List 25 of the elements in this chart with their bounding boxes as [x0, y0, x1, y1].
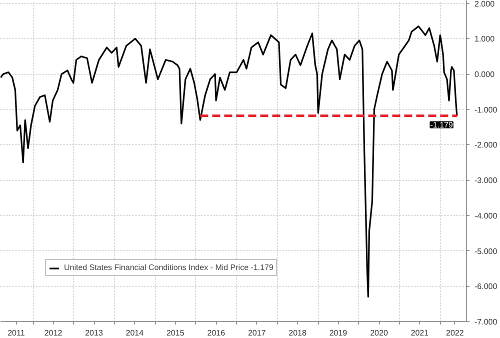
y-tick-label: -3.000 — [474, 176, 498, 186]
x-tick-label: 2013 — [85, 328, 104, 338]
x-tick-label: 2018 — [288, 328, 307, 338]
y-tick-label: -7.000 — [474, 318, 498, 326]
x-tick-label: 2016 — [207, 328, 226, 338]
x-tick-label: 2019 — [329, 328, 348, 338]
x-tick-label: 2011 — [8, 328, 26, 338]
x-tick-label: 2017 — [248, 328, 266, 338]
y-tick-label: 2.000 — [474, 0, 496, 8]
x-tick-label: 2014 — [126, 328, 144, 338]
y-tick-label: -5.000 — [474, 246, 498, 256]
x-tick-label: 2020 — [370, 328, 388, 338]
y-tick-label: 0.000 — [474, 70, 496, 80]
line-series — [0, 26, 458, 298]
y-tick-label: -6.000 — [474, 282, 498, 292]
x-tick-label: 2021 — [410, 328, 430, 338]
x-tick-label: 2012 — [44, 328, 63, 338]
y-tick-label: -2.000 — [474, 140, 498, 150]
x-tick-label: 2022 — [446, 328, 464, 338]
legend-label: United States Financial Conditions Index - Mid Price -1.179 — [64, 263, 274, 272]
y-tick-label: -4.000 — [474, 211, 498, 220]
y-tick-label: 1.000 — [474, 34, 496, 44]
annotation: -1.179 — [430, 120, 454, 130]
y-tick-label: -1.000 — [474, 105, 498, 114]
x-tick-label: 2015 — [166, 328, 185, 338]
